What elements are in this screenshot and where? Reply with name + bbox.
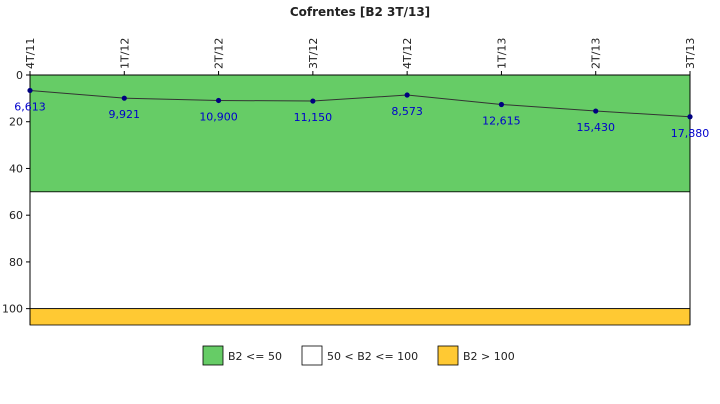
x-tick-label-0: 4T/11 — [24, 38, 37, 69]
y-tick-label-3: 60 — [9, 209, 23, 222]
y-axis-ticks: 0 20 40 60 80 100 — [2, 69, 30, 316]
data-point-6 — [593, 108, 599, 114]
series: 6,613 9,921 10,900 11,150 8,573 12,615 15,430 1… — [14, 87, 710, 140]
data-label-7: 17,880 — [671, 127, 710, 140]
data-point-4 — [404, 92, 410, 98]
legend-label-1: 50 < B2 <= 100 — [327, 350, 418, 363]
x-tick-label-4: 4T/12 — [401, 38, 414, 69]
legend-swatch-2 — [437, 345, 459, 366]
legend: B2 <= 50 50 < B2 <= 100 B2 > 100 — [202, 345, 515, 366]
data-point-7 — [687, 114, 693, 120]
y-tick-label-5: 100 — [2, 303, 23, 316]
x-tick-label-3: 3T/12 — [307, 38, 320, 69]
data-label-4: 8,573 — [391, 105, 423, 118]
x-tick-label-1: 1T/12 — [118, 38, 131, 69]
x-axis-ticks: 4T/11 1T/12 2T/12 3T/12 4T/12 1T/13 2T/13 3T/13 — [24, 38, 697, 75]
x-tick-label-2: 2T/12 — [213, 38, 226, 69]
band-1 — [29, 191, 691, 310]
legend-swatch-0 — [202, 345, 224, 366]
y-tick-label-1: 20 — [9, 116, 23, 129]
legend-swatch-1 — [301, 345, 323, 366]
data-label-2: 10,900 — [199, 110, 238, 123]
legend-label-0: B2 <= 50 — [228, 350, 282, 363]
y-tick-label-2: 40 — [9, 162, 23, 175]
x-tick-label-7: 3T/13 — [684, 38, 697, 69]
y-tick-label-4: 80 — [9, 256, 23, 269]
x-tick-label-6: 2T/13 — [590, 38, 603, 69]
band-0 — [29, 74, 691, 193]
data-point-5 — [498, 101, 505, 108]
series-line-0 — [29, 89, 691, 118]
data-point-2 — [215, 97, 222, 104]
y-tick-label-0: 0 — [16, 69, 23, 82]
data-point-1 — [121, 95, 127, 101]
band-2 — [29, 308, 691, 326]
data-label-3: 11,150 — [294, 111, 333, 124]
legend-label-2: B2 > 100 — [463, 350, 515, 363]
data-label-5: 12,615 — [482, 114, 521, 127]
data-label-0: 6,613 — [14, 100, 46, 113]
data-label-1: 9,921 — [109, 108, 141, 121]
data-label-6: 15,430 — [576, 121, 615, 134]
data-point-3 — [310, 98, 316, 104]
x-tick-label-5: 1T/13 — [495, 38, 508, 69]
threshold-bands — [29, 74, 691, 326]
chart-title: Cofrentes [B2 3T/13] — [290, 5, 430, 19]
data-point-0 — [27, 87, 33, 94]
